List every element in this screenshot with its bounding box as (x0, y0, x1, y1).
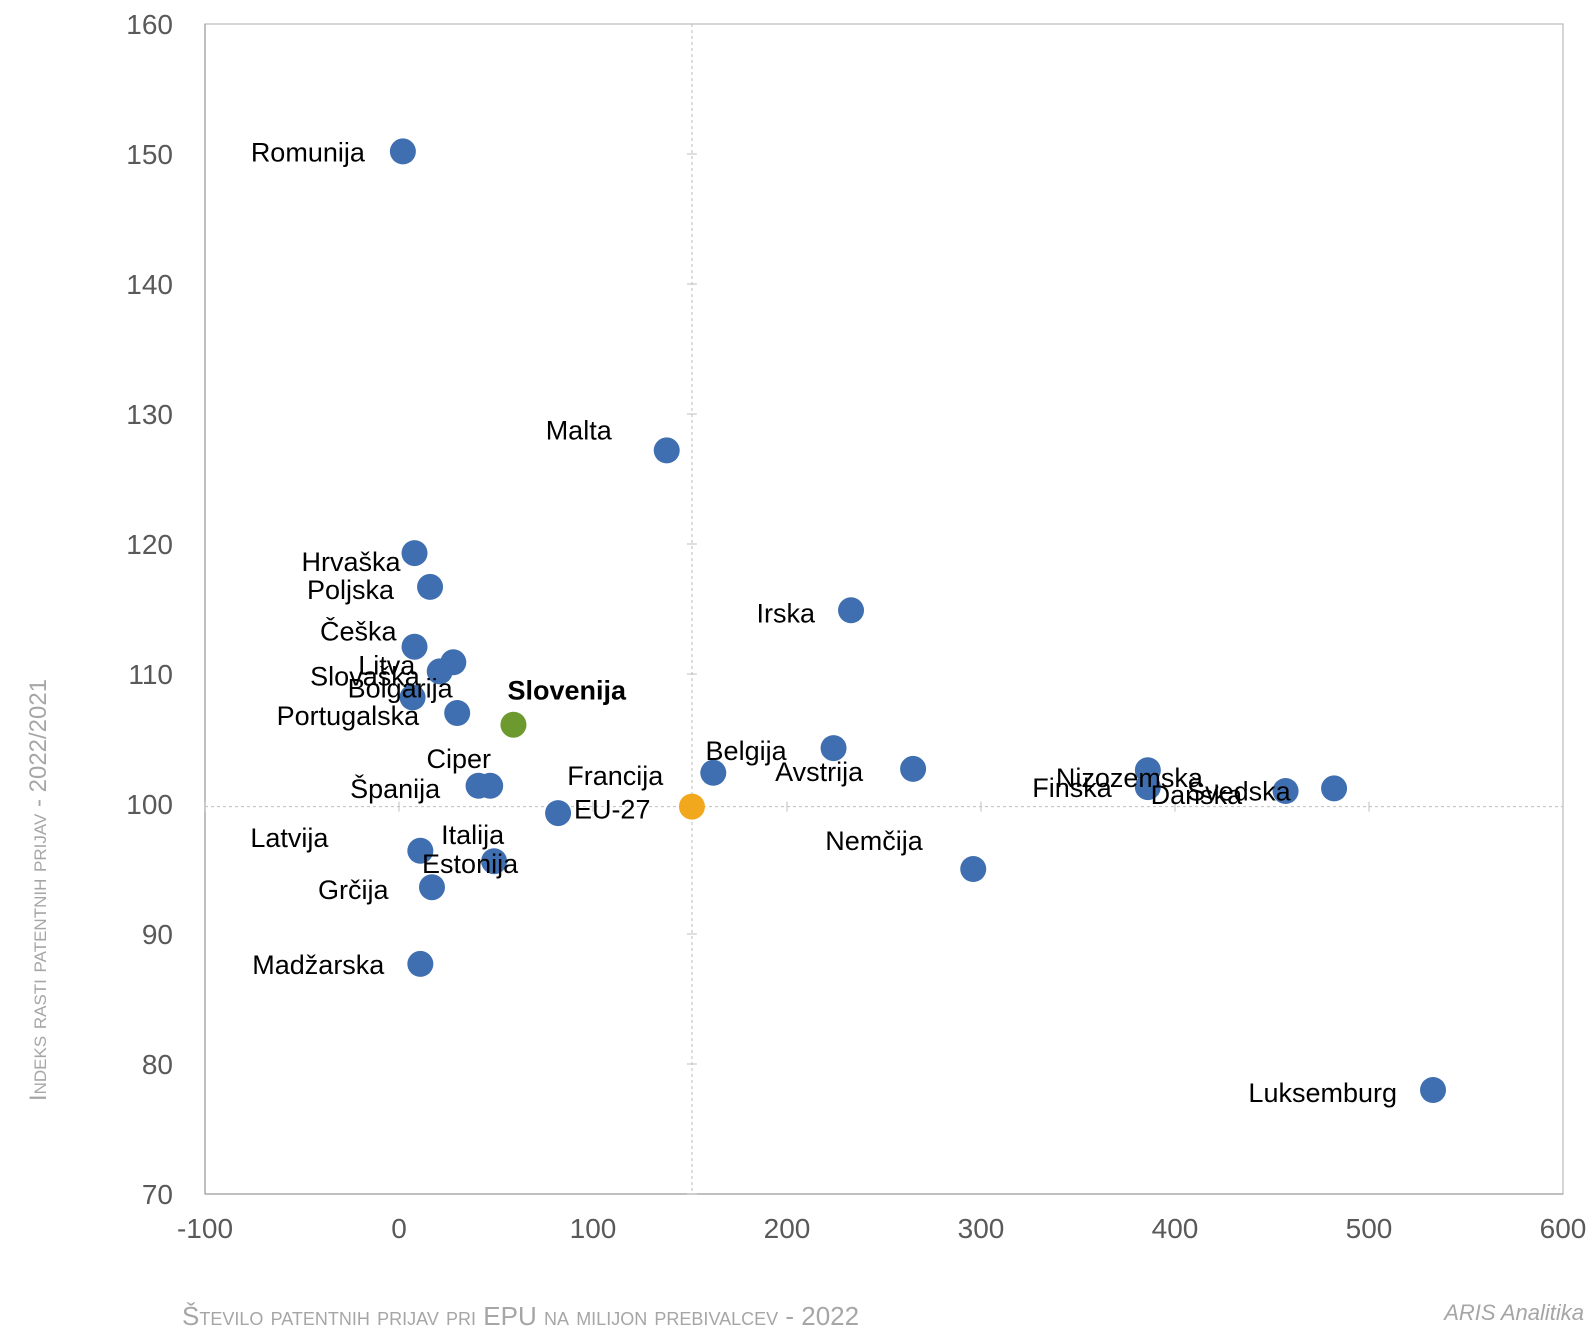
data-label: Bolgarija (348, 673, 454, 703)
x-tick-label: -100 (177, 1213, 233, 1244)
x-tick-label: 100 (570, 1213, 617, 1244)
y-tick-label: 100 (126, 789, 173, 820)
data-label: Estonija (422, 849, 519, 879)
data-label: Španija (350, 773, 441, 804)
data-label: Madžarska (252, 950, 385, 980)
x-tick-label: 0 (391, 1213, 407, 1244)
data-label: Luksemburg (1248, 1078, 1397, 1108)
data-point (960, 856, 987, 882)
data-point (407, 950, 434, 977)
x-tick-label: 200 (764, 1213, 811, 1244)
data-point (500, 711, 527, 738)
data-label: Malta (546, 415, 613, 445)
data-label: Hrvaška (301, 547, 401, 577)
data-label: Italija (441, 820, 505, 850)
data-point (401, 540, 428, 567)
y-tick-label: 110 (128, 659, 173, 690)
data-label: Latvija (250, 823, 329, 853)
data-point (900, 755, 927, 782)
x-tick-label: 300 (958, 1213, 1005, 1244)
x-axis-title: Število patentnih prijav pri EPU na mili… (182, 1301, 859, 1331)
data-label: Finska (1032, 773, 1113, 803)
y-axis-ticks: 70 80 90 100 110 120 130 140 150 160 (126, 9, 697, 1210)
data-label: Švedska (1187, 775, 1292, 806)
data-point (417, 573, 444, 600)
data-point (820, 735, 847, 762)
data-point (1420, 1077, 1447, 1103)
data-label: Slovenija (507, 676, 627, 706)
y-tick-label: 140 (126, 269, 173, 300)
x-tick-label: 600 (1540, 1213, 1587, 1244)
data-point (653, 437, 680, 464)
data-label: Nizozemska (1056, 763, 1204, 793)
y-tick-label: 130 (126, 399, 173, 430)
y-tick-label: 90 (142, 919, 173, 950)
data-label: Češka (320, 616, 398, 647)
y-tick-label: 80 (142, 1049, 173, 1080)
data-point (1272, 778, 1299, 804)
data-point (407, 837, 434, 864)
data-point (1321, 775, 1348, 802)
data-label: Francija (567, 761, 664, 791)
data-point (481, 848, 508, 875)
data-label: Portugalska (277, 701, 421, 731)
data-point (401, 633, 428, 660)
plot-area (204, 23, 1564, 1195)
data-label: Poljska (307, 575, 395, 605)
data-point (477, 772, 504, 799)
data-point (399, 684, 426, 711)
data-label: Belgija (706, 736, 788, 766)
source-note: ARIS Analitika (1442, 1300, 1584, 1325)
data-label: EU-27 (574, 795, 651, 825)
data-point (838, 597, 865, 624)
data-label: Irska (757, 598, 816, 628)
data-label: Danska (1151, 780, 1244, 810)
y-tick-label: 160 (126, 9, 173, 40)
data-point (389, 138, 416, 165)
data-point (426, 658, 453, 685)
data-label: Nemčija (825, 826, 924, 856)
data-point (545, 800, 572, 827)
data-point (1134, 774, 1161, 801)
data-point (700, 759, 727, 786)
data-label: Litva (358, 650, 416, 680)
data-label: Avstrija (775, 757, 864, 787)
data-point (678, 793, 705, 820)
data-label: Grčija (318, 875, 389, 905)
y-tick-label: 150 (126, 139, 173, 170)
data-label: Romunija (251, 137, 366, 167)
data-point (418, 874, 445, 901)
x-tick-label: 400 (1152, 1213, 1199, 1244)
data-label: Slovaška (310, 661, 421, 691)
y-tick-label: 70 (142, 1179, 173, 1210)
y-axis-title: Indeks rasti patentnih prijav - 2022/202… (25, 679, 52, 1101)
x-axis-ticks: -100 0 100 200 300 400 500 600 (177, 801, 1587, 1244)
data-points (389, 138, 1447, 1103)
data-point (444, 700, 471, 726)
y-tick-label: 120 (126, 529, 173, 560)
x-tick-label: 500 (1346, 1213, 1393, 1244)
data-label: Ciper (427, 744, 492, 774)
